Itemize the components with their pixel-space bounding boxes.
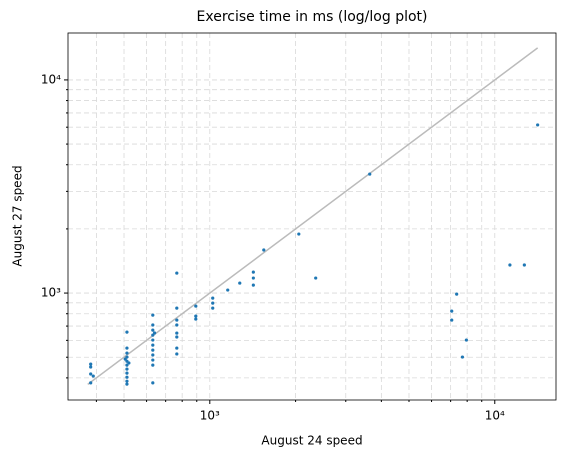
point (89, 365, 93, 369)
point (151, 348, 155, 352)
point (262, 248, 266, 252)
point (464, 338, 468, 342)
point (238, 281, 242, 285)
point (127, 361, 131, 365)
plot-frame (67, 32, 557, 401)
point (175, 271, 179, 275)
point (125, 330, 129, 334)
point (175, 346, 179, 350)
point (251, 276, 255, 280)
y-tick-label: 10³ (41, 286, 61, 300)
point (151, 353, 155, 357)
point (125, 346, 129, 350)
point (194, 317, 198, 321)
point (152, 331, 157, 335)
point (125, 351, 129, 355)
point (175, 323, 179, 327)
point (151, 343, 155, 347)
reference-line (87, 47, 539, 385)
point (175, 306, 179, 310)
point (125, 371, 129, 375)
point (226, 288, 230, 292)
point (151, 323, 155, 327)
point (175, 318, 179, 322)
point (455, 292, 459, 296)
point (151, 328, 155, 332)
point (125, 367, 129, 371)
point (125, 375, 129, 379)
point (151, 363, 155, 367)
point (450, 318, 454, 322)
point (508, 263, 512, 267)
chart-title: Exercise time in ms (log/log plot) (197, 9, 428, 25)
point (125, 382, 129, 386)
point (194, 304, 198, 308)
point (151, 381, 155, 385)
point (460, 355, 465, 359)
y-tick-label: 10⁴ (41, 72, 61, 86)
point (314, 276, 318, 280)
point (211, 306, 215, 310)
point (89, 362, 93, 366)
point (175, 335, 179, 339)
point (522, 263, 526, 267)
point (211, 296, 215, 300)
point (536, 123, 540, 127)
x-tick-label: 10³ (200, 409, 220, 423)
x-tick-label: 10⁴ (485, 409, 505, 423)
point (89, 381, 93, 385)
point (123, 357, 127, 361)
point (175, 331, 179, 335)
point (151, 358, 155, 362)
point (91, 374, 95, 378)
y-axis-label: August 27 speed (11, 165, 25, 266)
point (194, 314, 198, 318)
point (125, 363, 129, 367)
point (211, 301, 215, 305)
point (175, 352, 179, 356)
point (89, 372, 93, 376)
point (151, 338, 155, 342)
point (450, 309, 454, 313)
point (368, 172, 372, 176)
point (125, 379, 129, 383)
point (151, 313, 155, 317)
point (251, 270, 255, 274)
point (297, 232, 301, 236)
x-axis-label: August 24 speed (261, 434, 362, 448)
point (151, 333, 155, 337)
point (251, 283, 255, 287)
